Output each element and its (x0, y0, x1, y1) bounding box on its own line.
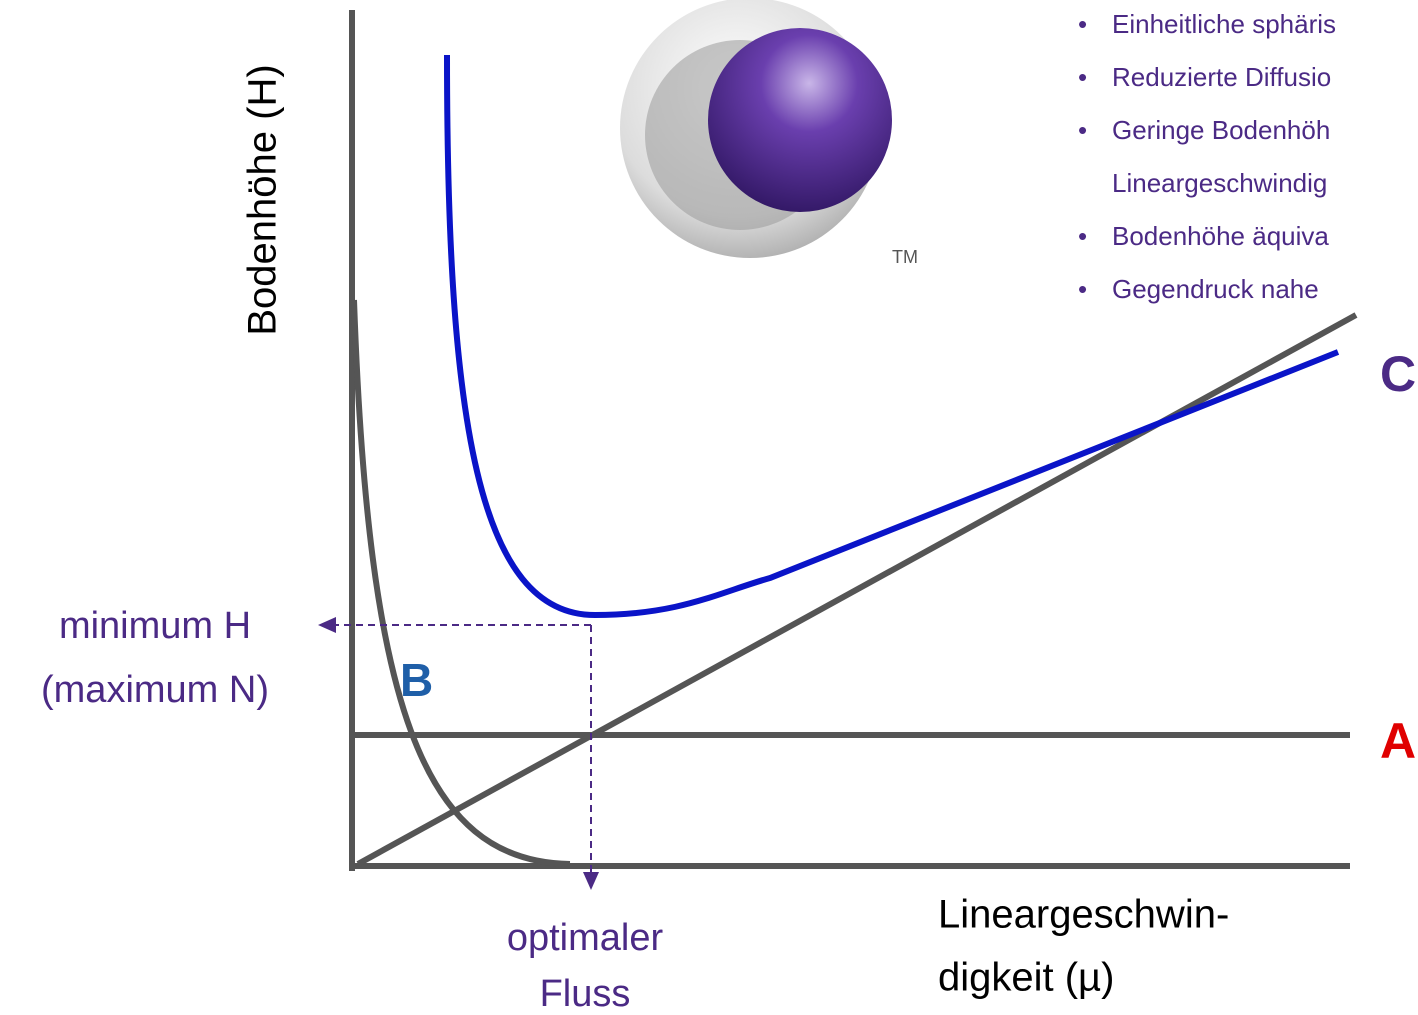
x-axis-label: digkeit (µ) (938, 956, 1114, 1000)
bullet-text: Geringe Bodenhöh (1112, 115, 1330, 145)
y-axis-label: Bodenhöhe (H) (241, 64, 285, 335)
logo-mark: TM (892, 247, 918, 267)
bullet: • (1078, 274, 1087, 304)
bullet-text: Lineargeschwindig (1112, 168, 1327, 198)
bullet-list: • Einheitliche sphäris • Reduzierte Diff… (1078, 9, 1336, 304)
bullet: • (1078, 115, 1087, 145)
annotation: minimum H (59, 605, 251, 647)
logo: TM (620, 0, 918, 267)
curves (349, 10, 1358, 871)
curve-label: C (1380, 346, 1416, 402)
bullet-text: Bodenhöhe äquiva (1112, 221, 1329, 251)
curve-b (351, 299, 571, 867)
x-axis-label: Lineargeschwin- (938, 893, 1229, 937)
bullet-text: Gegendruck nahe (1112, 274, 1319, 304)
bullet: • (1078, 9, 1087, 39)
bullet: • (1078, 221, 1087, 251)
curve-c (356, 312, 1358, 867)
curve-label: A (1380, 713, 1416, 769)
annotation: (maximum N) (41, 669, 269, 711)
bullet-text: Reduzierte Diffusio (1112, 62, 1331, 92)
bullet-text: Einheitliche sphäris (1112, 9, 1336, 39)
bullet: • (1078, 62, 1087, 92)
annotation: optimaler (507, 917, 664, 959)
van-deemter-curve (444, 54, 1340, 619)
guides (318, 617, 599, 890)
annotation: Fluss (540, 973, 631, 1015)
curve-label: B (400, 654, 433, 706)
